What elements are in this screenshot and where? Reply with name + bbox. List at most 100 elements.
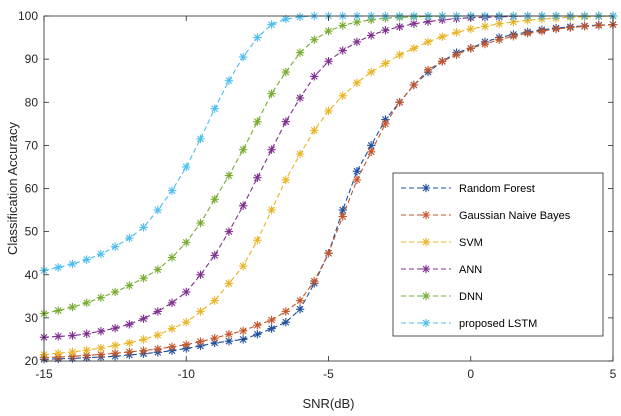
data-point — [182, 340, 191, 349]
data-point — [281, 117, 291, 126]
legend: Random Forest Gaussian Naive Bayes SVM ANN D… — [392, 172, 604, 337]
data-point — [153, 265, 162, 274]
x-tick-label: -10 — [178, 367, 196, 381]
data-point — [238, 145, 248, 154]
data-point — [438, 32, 447, 41]
data-point — [139, 335, 148, 344]
data-point — [338, 21, 347, 30]
y-tick-label: 60 — [25, 182, 39, 196]
data-point — [480, 22, 490, 31]
data-point — [96, 327, 106, 336]
data-point — [267, 89, 276, 98]
data-point — [224, 279, 234, 288]
data-point — [139, 346, 148, 355]
data-point — [452, 28, 461, 37]
x-tick-label: -15 — [35, 367, 53, 381]
data-point — [139, 223, 148, 232]
legend-marker-icon — [421, 291, 431, 301]
data-point — [68, 302, 77, 312]
data-point — [238, 52, 248, 62]
data-point — [224, 330, 234, 339]
legend-label: DNN — [459, 291, 483, 303]
data-point — [509, 32, 518, 41]
data-point — [409, 80, 419, 90]
data-point — [224, 76, 234, 85]
data-point — [224, 171, 234, 180]
data-point — [253, 330, 262, 339]
data-point — [295, 12, 305, 22]
data-point — [167, 253, 177, 262]
data-point — [167, 342, 177, 351]
data-point — [267, 324, 276, 333]
data-point — [409, 44, 419, 53]
data-point — [110, 324, 120, 333]
data-point — [82, 298, 91, 307]
data-point — [253, 236, 262, 245]
legend-label: SVM — [459, 237, 483, 249]
data-point — [238, 201, 248, 210]
data-point — [125, 233, 134, 243]
data-point — [338, 212, 347, 221]
data-point — [253, 33, 262, 42]
data-point — [310, 126, 319, 135]
data-point — [253, 117, 262, 126]
data-point — [210, 251, 219, 260]
data-point — [523, 29, 532, 38]
y-tick-label: 90 — [25, 52, 39, 66]
data-point — [54, 263, 63, 272]
data-point — [139, 274, 148, 283]
data-point — [537, 26, 547, 36]
data-point — [295, 305, 305, 314]
data-point — [281, 67, 291, 77]
legend-marker-icon — [421, 318, 431, 328]
data-point — [267, 145, 276, 154]
data-point — [295, 296, 305, 305]
data-point — [253, 173, 262, 182]
data-point — [82, 255, 91, 264]
legend-marker-icon — [421, 264, 431, 274]
data-point — [366, 31, 376, 40]
data-point — [267, 20, 276, 29]
data-point — [324, 57, 333, 66]
data-point — [310, 72, 319, 81]
y-tick-label: 50 — [25, 225, 39, 239]
legend-marker-icon — [421, 237, 431, 247]
data-point — [423, 37, 433, 47]
data-point — [580, 22, 589, 31]
data-point — [281, 14, 291, 24]
data-point — [196, 270, 205, 279]
y-tick-label: 20 — [25, 354, 39, 368]
data-point — [480, 39, 490, 49]
legend-label: Gaussian Naive Bayes — [459, 210, 571, 222]
data-point — [210, 195, 219, 204]
data-point — [466, 44, 475, 53]
data-point — [96, 293, 106, 302]
data-point — [96, 249, 106, 259]
data-point — [139, 314, 148, 323]
data-point — [182, 317, 191, 327]
data-point — [210, 333, 219, 343]
data-point — [438, 57, 447, 66]
legend-marker-icon — [421, 210, 431, 220]
data-point — [54, 349, 63, 358]
data-point — [238, 326, 248, 336]
data-point — [594, 21, 603, 30]
x-tick-label: -5 — [323, 367, 334, 381]
y-tick-label: 100 — [18, 9, 38, 23]
data-point — [281, 307, 291, 316]
data-point — [125, 281, 134, 290]
legend-box — [392, 172, 604, 337]
y-tick-label: 40 — [25, 268, 39, 282]
data-point — [310, 277, 319, 286]
data-point — [196, 337, 205, 346]
data-point — [352, 175, 362, 185]
data-point — [352, 37, 362, 47]
data-point — [395, 98, 404, 107]
data-point — [110, 287, 120, 297]
data-point — [153, 344, 162, 354]
data-point — [495, 35, 504, 44]
data-point — [366, 147, 376, 157]
data-point — [395, 22, 404, 31]
y-tick-label: 30 — [25, 311, 39, 325]
data-point — [110, 349, 120, 358]
